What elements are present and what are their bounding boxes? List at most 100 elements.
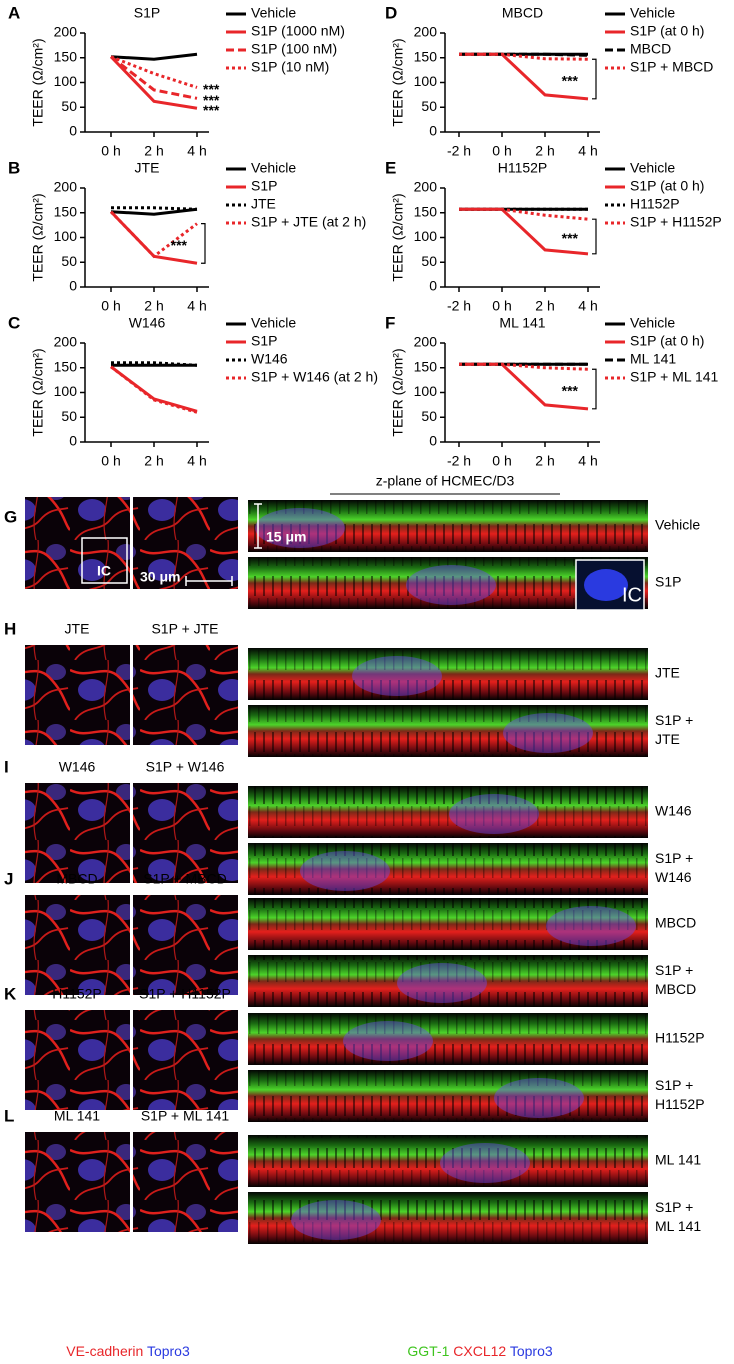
nucleus bbox=[494, 1078, 584, 1118]
z-stack-texture bbox=[248, 500, 648, 552]
chart-title: H1152P bbox=[498, 160, 548, 176]
chart-title: S1P bbox=[134, 5, 160, 21]
z-stack-label: JTE bbox=[655, 665, 680, 681]
y-axis-label: TEER (Ω/cm²) bbox=[390, 348, 406, 436]
y-tick-label: 100 bbox=[54, 383, 78, 399]
y-tick-label: 50 bbox=[61, 408, 77, 424]
z-stack-texture bbox=[248, 1070, 648, 1122]
x-tick-label: 0 h bbox=[101, 453, 120, 469]
x-tick-label: 4 h bbox=[578, 143, 597, 159]
y-tick-label: 50 bbox=[61, 253, 77, 269]
significance: *** bbox=[203, 92, 220, 108]
significance: *** bbox=[562, 230, 579, 246]
significance: *** bbox=[203, 102, 220, 118]
x-tick-label: 2 h bbox=[144, 298, 163, 314]
x-tick-label: 4 h bbox=[187, 143, 206, 159]
z-stack-label: S1P + bbox=[655, 850, 693, 866]
y-tick-label: 0 bbox=[429, 123, 437, 139]
legend-label: Vehicle bbox=[630, 160, 675, 176]
y-tick-label: 0 bbox=[429, 278, 437, 294]
y-tick-label: 200 bbox=[414, 334, 438, 350]
micrograph bbox=[133, 1132, 238, 1232]
legend-label: Vehicle bbox=[251, 5, 296, 21]
x-tick-label: 0 h bbox=[492, 143, 511, 159]
z-stack-label: S1P + bbox=[655, 1199, 693, 1215]
series-line bbox=[111, 361, 198, 367]
zplane-title: z-plane of HCMEC/D3 bbox=[376, 473, 515, 489]
legend-label: S1P + MBCD bbox=[630, 59, 713, 75]
x-tick-label: -2 h bbox=[447, 453, 471, 469]
y-tick-label: 150 bbox=[54, 358, 78, 374]
series-line bbox=[459, 52, 589, 57]
micrograph bbox=[25, 645, 130, 745]
significance: *** bbox=[562, 73, 579, 89]
legend-label: MBCD bbox=[630, 41, 671, 57]
x-tick-label: 0 h bbox=[492, 453, 511, 469]
micrograph bbox=[25, 497, 130, 589]
legend-label: Vehicle bbox=[251, 315, 296, 331]
y-tick-label: 0 bbox=[69, 433, 77, 449]
y-tick-label: 100 bbox=[414, 383, 438, 399]
charts: A S1P TEER (Ω/cm²) 0 50 100 150 200 0 h 2 h 4 h Veh… bbox=[8, 3, 722, 468]
panel-letter: E bbox=[385, 158, 396, 177]
inset-label: IC bbox=[97, 563, 111, 579]
stain-legend-right: GGT-1 CXCL12 Topro3 bbox=[407, 1343, 552, 1359]
inset-nucleus bbox=[584, 569, 628, 601]
series-line bbox=[110, 365, 198, 414]
scale-bar-z bbox=[254, 503, 262, 549]
scale-bar-xy bbox=[185, 576, 233, 586]
panel-letter: K bbox=[4, 984, 17, 1003]
z-stack-label: S1P + bbox=[655, 712, 693, 728]
x-tick-label: 2 h bbox=[535, 143, 554, 159]
image-label: S1P + JTE bbox=[151, 621, 218, 637]
stain-label: GGT-1 bbox=[407, 1343, 449, 1359]
x-tick-label: 4 h bbox=[578, 298, 597, 314]
legend-label: S1P + W146 (at 2 h) bbox=[251, 369, 378, 385]
x-tick-label: 0 h bbox=[492, 298, 511, 314]
chart-title: ML 141 bbox=[499, 315, 545, 331]
micrograph bbox=[25, 1132, 130, 1232]
series-line bbox=[109, 55, 198, 110]
legend-label: S1P + JTE (at 2 h) bbox=[251, 214, 366, 230]
series-line bbox=[459, 207, 589, 256]
y-tick-label: 100 bbox=[54, 228, 78, 244]
panel-letter: H bbox=[4, 619, 16, 638]
y-tick-label: 200 bbox=[414, 24, 438, 40]
y-tick-label: 0 bbox=[429, 433, 437, 449]
z-stack-texture bbox=[248, 1013, 648, 1065]
x-tick-label: 4 h bbox=[187, 298, 206, 314]
z-stack-label: W146 bbox=[655, 869, 692, 885]
stain-label: Topro3 bbox=[510, 1343, 553, 1359]
panel-letter: C bbox=[8, 313, 20, 332]
chart-title: W146 bbox=[129, 315, 166, 331]
nucleus bbox=[300, 851, 390, 891]
image-label: MBCD bbox=[56, 871, 97, 887]
legend-label: JTE bbox=[251, 196, 276, 212]
panel-letter: D bbox=[385, 3, 397, 22]
micrograph bbox=[25, 895, 130, 995]
image-label: JTE bbox=[65, 621, 90, 637]
x-tick-label: 4 h bbox=[578, 453, 597, 469]
z-stack-label: H1152P bbox=[655, 1030, 705, 1046]
nucleus bbox=[503, 713, 593, 753]
nucleus bbox=[352, 656, 442, 696]
series-line bbox=[111, 206, 198, 211]
y-tick-label: 100 bbox=[414, 228, 438, 244]
nucleus bbox=[397, 963, 487, 1003]
z-stack-texture bbox=[248, 648, 648, 700]
y-tick-label: 150 bbox=[54, 203, 78, 219]
legend-label: S1P + H1152P bbox=[630, 214, 722, 230]
y-tick-label: 50 bbox=[421, 98, 437, 114]
nucleus bbox=[255, 508, 345, 548]
legend-label: H1152P bbox=[630, 196, 680, 212]
micrograph bbox=[25, 1010, 130, 1110]
nucleus bbox=[546, 906, 636, 946]
bracket bbox=[592, 368, 597, 410]
micrograph bbox=[133, 895, 238, 995]
z-stack-label: ML 141 bbox=[655, 1218, 701, 1234]
bracket bbox=[592, 218, 597, 255]
series-line bbox=[459, 52, 589, 101]
x-tick-label: 2 h bbox=[144, 143, 163, 159]
image-label: W146 bbox=[59, 759, 96, 775]
